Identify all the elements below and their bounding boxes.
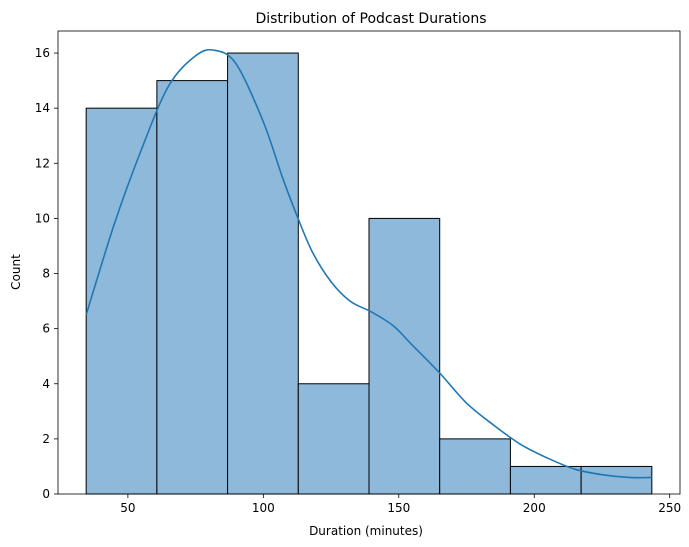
x-tick-label: 100	[252, 501, 275, 515]
y-axis-title: Count	[9, 254, 23, 290]
histogram-bar	[156, 80, 229, 495]
y-tick-label: 10	[35, 211, 50, 225]
histogram-bar	[368, 217, 441, 495]
y-tick-label: 2	[42, 432, 50, 446]
histogram-bar	[580, 465, 653, 495]
x-axis-title: Duration (minutes)	[309, 524, 423, 538]
y-tick-label: 4	[42, 377, 50, 391]
x-axis-ticks: 50 100 150 200 250	[120, 494, 681, 515]
y-tick-label: 6	[42, 322, 50, 336]
histogram-bar	[509, 465, 582, 495]
x-tick-label: 250	[658, 501, 681, 515]
y-tick-label: 8	[42, 267, 50, 281]
plot-frame	[57, 30, 681, 495]
y-axis-ticks: 0 2 4 6 8 10 12 14 16	[35, 46, 58, 501]
y-tick-label: 16	[35, 46, 50, 60]
histogram-bar	[227, 52, 299, 495]
bars-group	[85, 52, 653, 495]
x-tick-label: 200	[523, 501, 546, 515]
chart-title: Distribution of Podcast Durations	[255, 11, 486, 27]
kde-curve	[85, 48, 652, 479]
x-tick-label: 150	[387, 501, 410, 515]
y-tick-label: 14	[35, 101, 50, 115]
histogram-bar	[85, 107, 158, 495]
y-tick-label: 12	[35, 156, 50, 170]
x-tick-label: 50	[120, 501, 135, 515]
y-tick-label: 0	[42, 487, 50, 501]
histogram-bar	[297, 383, 370, 495]
histogram-bar	[439, 438, 511, 495]
